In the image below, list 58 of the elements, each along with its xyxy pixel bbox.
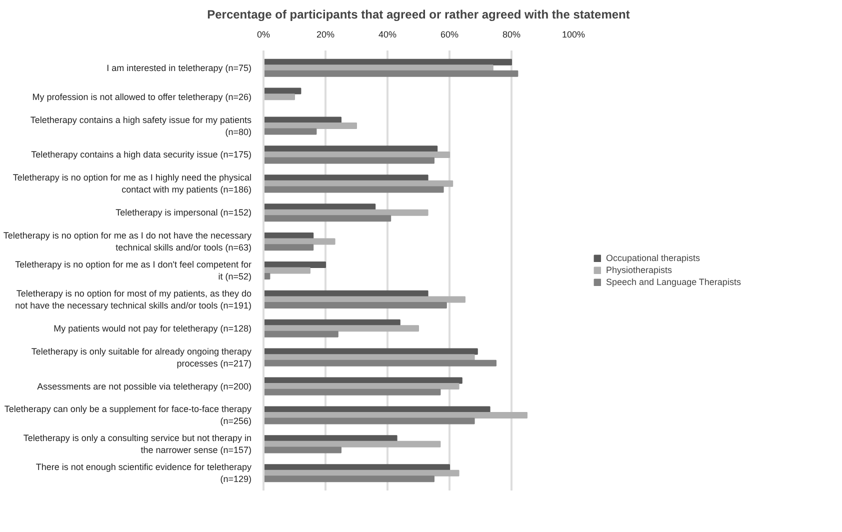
- bar: [264, 296, 466, 303]
- x-tick-label: 80%: [502, 30, 521, 40]
- bar: [264, 406, 490, 413]
- y-tick-label: There is not enough scientific evidence for teletherapy (n=129): [36, 462, 252, 484]
- y-tick-label: Teletherapy is no option for most of my patients, as they do not have the necessary technical skills and/or tools (n=191): [15, 288, 252, 310]
- y-tick-label: Teletherapy contains a high data security issue (n=175): [31, 150, 252, 160]
- x-tick-label: 100%: [562, 30, 586, 40]
- y-tick-label: My profession is not allowed to offer teletherapy (n=26): [32, 92, 252, 102]
- legend-label: Speech and Language Therapists: [606, 277, 741, 287]
- bar: [264, 418, 475, 424]
- y-tick-label: Teletherapy is no option for me as I highly need the physical contact with my patients (n=186): [12, 172, 252, 195]
- y-tick-label: I am interested in teletherapy (n=75): [106, 62, 252, 73]
- bar: [264, 204, 376, 210]
- bar: [264, 116, 342, 124]
- y-tick-label: Teletherapy is only suitable for already ongoing therapy processes (n=217): [31, 346, 252, 368]
- bar: [264, 186, 444, 193]
- bar: [264, 440, 441, 448]
- bar: [264, 388, 441, 396]
- bar: [264, 325, 419, 332]
- bar: [264, 360, 496, 366]
- bar: [264, 476, 434, 482]
- y-tick-label: Teletherapy can only be a supplement for face-to-face therapy (n=256): [4, 404, 252, 426]
- bar: [264, 94, 295, 100]
- bar: [264, 157, 434, 164]
- bar: [264, 146, 438, 152]
- bar: [264, 64, 494, 72]
- y-tick-label: My patients would not pay for teletherapy (n=128): [54, 323, 252, 334]
- bar: [264, 435, 398, 442]
- bar: [264, 302, 447, 308]
- legend-label: Physiotherapists: [606, 265, 672, 275]
- bar: [264, 244, 314, 251]
- bar: [264, 215, 392, 222]
- bar: [264, 354, 475, 361]
- bar: [264, 412, 528, 418]
- y-tick-label: Teletherapy is impersonal (n=152): [116, 208, 252, 218]
- legend-label: Occupational therapists: [606, 253, 700, 263]
- bar: [264, 446, 342, 454]
- bar: [264, 122, 357, 130]
- bar: [264, 267, 310, 274]
- bar: [264, 464, 450, 471]
- y-tick-label: Teletherapy contains a high safety issue for my patients (n=80): [30, 114, 252, 137]
- x-tick-label: 20%: [316, 30, 335, 40]
- y-tick-label: Teletherapy is no option for me as I don't feel competent for it (n=52): [15, 260, 252, 282]
- bar: [264, 232, 314, 240]
- x-tick-label: 40%: [378, 30, 397, 40]
- bar: [264, 383, 460, 390]
- y-tick-label: Assessments are not possible via teletherapy (n=200): [37, 381, 252, 392]
- x-tick-label: 60%: [440, 30, 459, 40]
- y-tick-label: Teletherapy is only a consulting service but not therapy in the narrower sense (n=157): [23, 433, 252, 456]
- y-tick-label: Teletherapy is no option for me as I do not have the necessary technical skills and/or tools (n=63): [3, 230, 252, 253]
- bar: [264, 128, 317, 135]
- chart-title: Percentage of participants that agreed or rather agreed with the statement: [207, 8, 630, 22]
- bar: [264, 261, 326, 268]
- bar: [264, 174, 428, 182]
- x-tick-label: 0%: [256, 30, 270, 40]
- bar: [264, 151, 450, 158]
- bar: [264, 70, 518, 77]
- bar: [264, 330, 338, 338]
